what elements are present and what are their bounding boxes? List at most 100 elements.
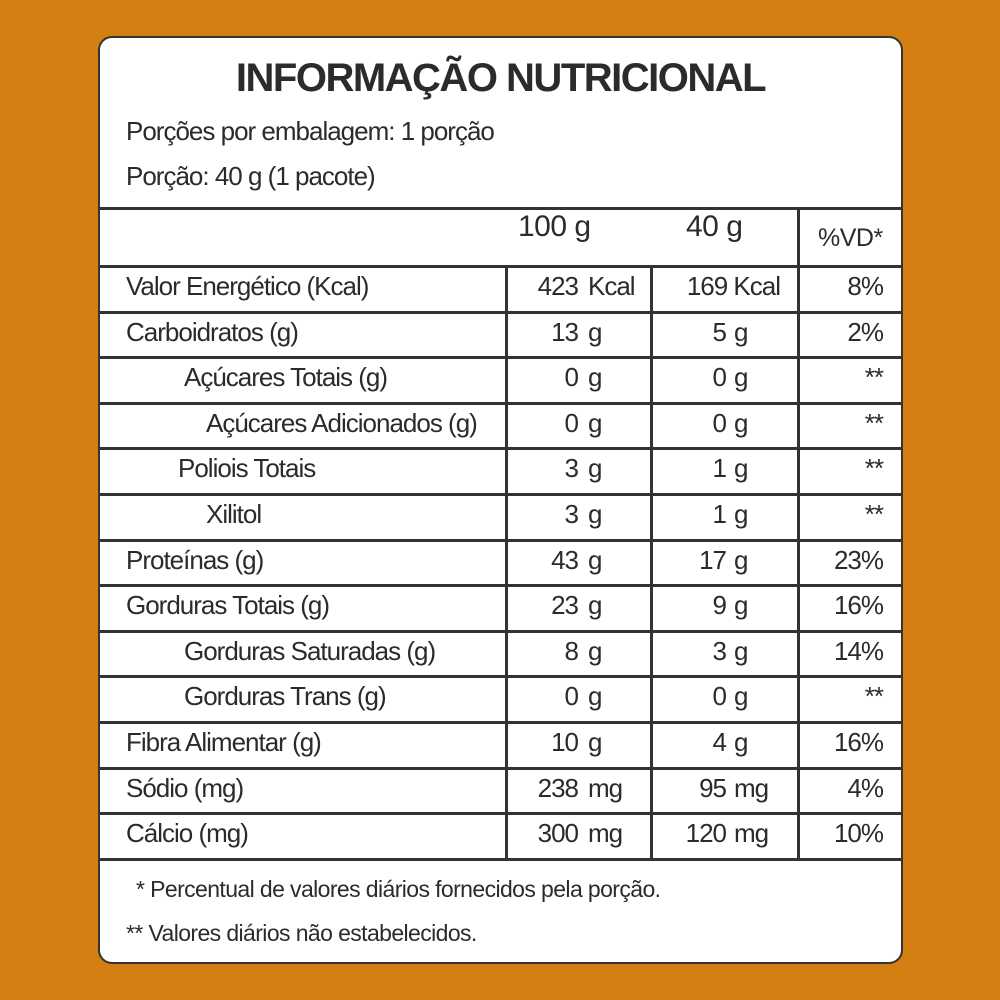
row-divider <box>100 812 901 816</box>
row-divider <box>100 538 901 542</box>
unit-per-serving: g <box>734 499 749 529</box>
nutrient-label: Xilitol <box>206 499 262 529</box>
nutrient-label: Proteínas (g) <box>126 544 264 575</box>
table-bottom-divider <box>100 857 901 861</box>
row-divider <box>100 493 901 496</box>
daily-value: ** <box>864 362 884 393</box>
value-per-100g: 238 <box>537 772 579 803</box>
unit-per-serving: g <box>734 453 749 484</box>
nutrition-facts-panel: INFORMAÇÃO NUTRICIONAL Porções por embal… <box>98 36 903 964</box>
daily-value: 2% <box>847 316 884 347</box>
value-per-serving: 0 <box>712 407 728 438</box>
value-per-100g: 423 <box>537 271 579 301</box>
row-divider <box>100 766 901 770</box>
serving-size: Porção: 40 g (1 pacote) <box>126 161 376 191</box>
table-row: Gorduras Saturadas (g) 8 g 3 g 14% <box>100 629 901 676</box>
table-row: Gorduras Totais (g) 23 g 9 g 16% <box>100 584 901 630</box>
nutrient-label: Gorduras Trans (g) <box>184 681 387 712</box>
unit-per-100g: mg <box>588 772 623 803</box>
daily-value: 8% <box>847 271 884 301</box>
value-per-serving: 4 <box>712 727 728 757</box>
table-row: Xilitol 3 g 1 g ** <box>100 493 901 539</box>
unit-per-serving: mg <box>734 818 769 849</box>
unit-per-100g: g <box>588 590 603 621</box>
unit-per-serving: g <box>734 635 749 666</box>
divider <box>797 207 800 861</box>
value-per-serving: 17 <box>699 544 727 575</box>
unit-per-serving: g <box>734 727 749 757</box>
table-row: Gorduras Trans (g) 0 g 0 g ** <box>100 675 901 721</box>
value-per-100g: 10 <box>551 727 579 757</box>
daily-value: 10% <box>833 818 884 849</box>
unit-per-serving: g <box>734 316 749 347</box>
nutrient-label: Poliois Totais <box>178 453 316 484</box>
nutrient-label: Gorduras Saturadas (g) <box>184 635 436 666</box>
footnote-dv: * Percentual de valores diários fornecid… <box>136 876 661 902</box>
daily-value: 23% <box>833 544 884 575</box>
value-per-serving: 3 <box>712 635 728 666</box>
value-per-serving: 1 <box>712 453 728 484</box>
nutrient-label: Açúcares Totais (g) <box>184 362 388 393</box>
row-divider <box>100 401 901 405</box>
table-row: Fibra Alimentar (g) 10 g 4 g 16% <box>100 721 901 767</box>
table-row: Carboidratos (g) 13 g 5 g 2% <box>100 310 901 357</box>
unit-per-serving: g <box>734 590 749 621</box>
unit-per-100g: g <box>588 316 603 347</box>
daily-value: ** <box>864 681 884 712</box>
unit-per-100g: g <box>588 727 603 757</box>
value-per-serving: 95 <box>699 772 727 803</box>
divider <box>650 265 653 861</box>
value-per-100g: 3 <box>564 499 580 529</box>
daily-value: ** <box>864 407 884 438</box>
unit-per-100g: g <box>588 362 603 393</box>
daily-value: ** <box>864 499 884 529</box>
row-divider <box>100 265 901 268</box>
value-per-100g: 43 <box>551 544 579 575</box>
nutrient-label: Carboidratos (g) <box>126 316 299 347</box>
label-title: INFORMAÇÃO NUTRICIONAL <box>235 56 767 100</box>
table-row: Poliois Totais 3 g 1 g ** <box>100 447 901 493</box>
value-per-100g: 0 <box>564 681 580 712</box>
unit-per-serving: g <box>734 362 749 393</box>
unit-per-serving: g <box>734 407 749 438</box>
nutrient-label: Fibra Alimentar (g) <box>126 727 322 757</box>
value-per-100g: 8 <box>564 635 580 666</box>
row-divider <box>100 356 901 360</box>
nutrient-label: Sódio (mg) <box>126 772 244 803</box>
divider <box>505 265 508 861</box>
table-row: Sódio (mg) 238 mg 95 mg 4% <box>100 766 901 813</box>
table-row: Valor Energético (Kcal) 423 Kcal 169 Kcal 8% <box>100 265 901 311</box>
footnote-not-established: ** Valores diários não estabelecidos. <box>126 920 477 946</box>
servings-per-package: Porções por embalagem: 1 porção <box>126 116 495 146</box>
nutrient-label: Gorduras Totais (g) <box>126 590 330 621</box>
table-row: Cálcio (mg) 300 mg 120 mg 10% <box>100 812 901 858</box>
unit-per-100g: g <box>588 635 603 666</box>
row-divider <box>100 310 901 314</box>
value-per-serving: 169 Kcal <box>686 271 781 301</box>
column-header-100g: 100 g <box>518 210 591 243</box>
row-divider <box>100 629 901 633</box>
row-divider <box>100 721 901 724</box>
value-per-serving: 5 <box>712 316 728 347</box>
divider <box>100 207 901 210</box>
table-row: Proteínas (g) 43 g 17 g 23% <box>100 538 901 585</box>
daily-value: 14% <box>833 635 884 666</box>
unit-per-serving: mg <box>734 772 769 803</box>
row-divider <box>100 584 901 588</box>
daily-value: 4% <box>847 772 884 803</box>
value-per-serving: 1 <box>712 499 728 529</box>
value-per-serving: 120 <box>685 818 727 849</box>
unit-per-100g: g <box>588 544 603 575</box>
value-per-serving: 0 <box>712 681 728 712</box>
unit-per-100g: g <box>588 407 603 438</box>
unit-per-serving: g <box>734 544 749 575</box>
row-divider <box>100 447 901 451</box>
unit-per-serving: g <box>734 681 749 712</box>
nutrient-label: Valor Energético (Kcal) <box>126 271 369 301</box>
nutrient-label: Cálcio (mg) <box>126 818 249 849</box>
table-row: Açúcares Adicionados (g) 0 g 0 g ** <box>100 401 901 448</box>
daily-value: 16% <box>833 590 884 621</box>
column-header-dv: %VD* <box>818 224 883 252</box>
value-per-100g: 23 <box>551 590 579 621</box>
row-divider <box>100 675 901 679</box>
